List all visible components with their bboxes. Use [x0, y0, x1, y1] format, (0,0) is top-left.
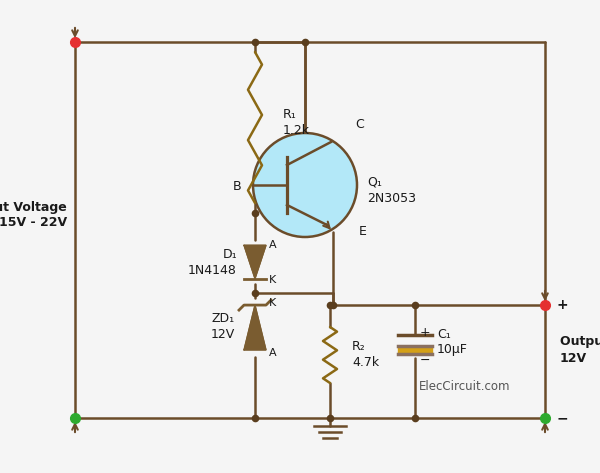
- Text: A: A: [269, 348, 277, 358]
- Text: E: E: [359, 226, 367, 238]
- Text: C₁
10μF: C₁ 10μF: [437, 327, 468, 357]
- Text: A: A: [269, 240, 277, 250]
- Polygon shape: [244, 305, 266, 350]
- Polygon shape: [244, 245, 266, 279]
- Text: D₁
1N4148: D₁ 1N4148: [188, 247, 237, 277]
- Text: Q₁
2N3053: Q₁ 2N3053: [367, 175, 416, 204]
- Text: R₁
1.2k: R₁ 1.2k: [283, 107, 310, 137]
- Text: C: C: [355, 119, 364, 131]
- Circle shape: [253, 133, 357, 237]
- Text: R₂
4.7k: R₂ 4.7k: [352, 341, 379, 369]
- Text: +: +: [557, 298, 569, 312]
- Text: −: −: [420, 353, 431, 367]
- Text: −: −: [557, 411, 569, 425]
- Text: Input Voltage
15V - 22V: Input Voltage 15V - 22V: [0, 201, 67, 229]
- Text: ZD₁
12V: ZD₁ 12V: [211, 313, 235, 342]
- Text: +: +: [420, 325, 431, 339]
- Text: Output Voltage
12V: Output Voltage 12V: [560, 335, 600, 365]
- Text: ElecCircuit.com: ElecCircuit.com: [419, 379, 510, 393]
- Text: K: K: [269, 275, 276, 285]
- Text: B: B: [232, 181, 241, 193]
- Text: K: K: [269, 298, 276, 308]
